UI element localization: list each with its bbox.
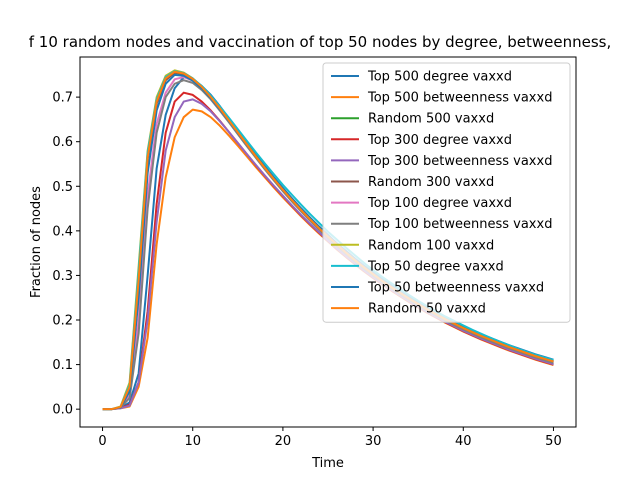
legend-entry: Top 300 degree vaxxd (367, 133, 512, 148)
legend-entry: Top 500 degree vaxxd (367, 70, 512, 85)
x-tick-label: 40 (455, 434, 472, 449)
axes-frame (79, 56, 577, 428)
legend-entry: Random 300 vaxxd (368, 175, 494, 190)
legend-entry: Top 100 betweenness vaxxd (367, 217, 552, 232)
y-tick-label: 0.7 (52, 91, 73, 106)
legend-entry: Random 50 vaxxd (368, 302, 486, 317)
legend-entry: Top 500 betweenness vaxxd (367, 91, 552, 106)
y-tick-label: 0.6 (52, 135, 73, 150)
y-axis-label: Fraction of nodes (29, 186, 44, 298)
x-tick-label: 50 (545, 434, 562, 449)
chart-title: f 10 random nodes and vaccination of top… (29, 33, 612, 51)
y-tick-label: 0.4 (52, 224, 73, 239)
y-tick-label: 0.3 (52, 269, 73, 284)
x-tick-label: 30 (365, 434, 382, 449)
legend-entry: Random 500 vaxxd (368, 112, 494, 127)
legend: Top 500 degree vaxxd Top 500 betweenness … (322, 62, 571, 323)
legend-entry: Random 100 vaxxd (368, 238, 494, 253)
x-axis: 0 10 20 30 40 50 (98, 427, 562, 449)
y-axis: 0.0 0.1 0.2 0.3 0.4 0.5 0.6 0.7 (52, 91, 80, 418)
y-tick-label: 0.1 (52, 358, 73, 373)
x-tick-label: 20 (275, 434, 292, 449)
legend-entry: Top 50 betweenness vaxxd (367, 281, 544, 296)
y-tick-label: 0.2 (52, 314, 73, 329)
y-tick-label: 0.0 (52, 403, 73, 418)
x-axis-label: Time (311, 456, 344, 471)
legend-entry: Top 100 degree vaxxd (367, 196, 512, 211)
x-tick-label: 10 (184, 434, 201, 449)
legend-entry: Top 300 betweenness vaxxd (367, 154, 552, 169)
y-tick-label: 0.5 (52, 180, 73, 195)
legend-entry: Top 50 degree vaxxd (367, 259, 504, 274)
legend-box (322, 62, 571, 323)
x-tick-label: 0 (98, 434, 106, 449)
